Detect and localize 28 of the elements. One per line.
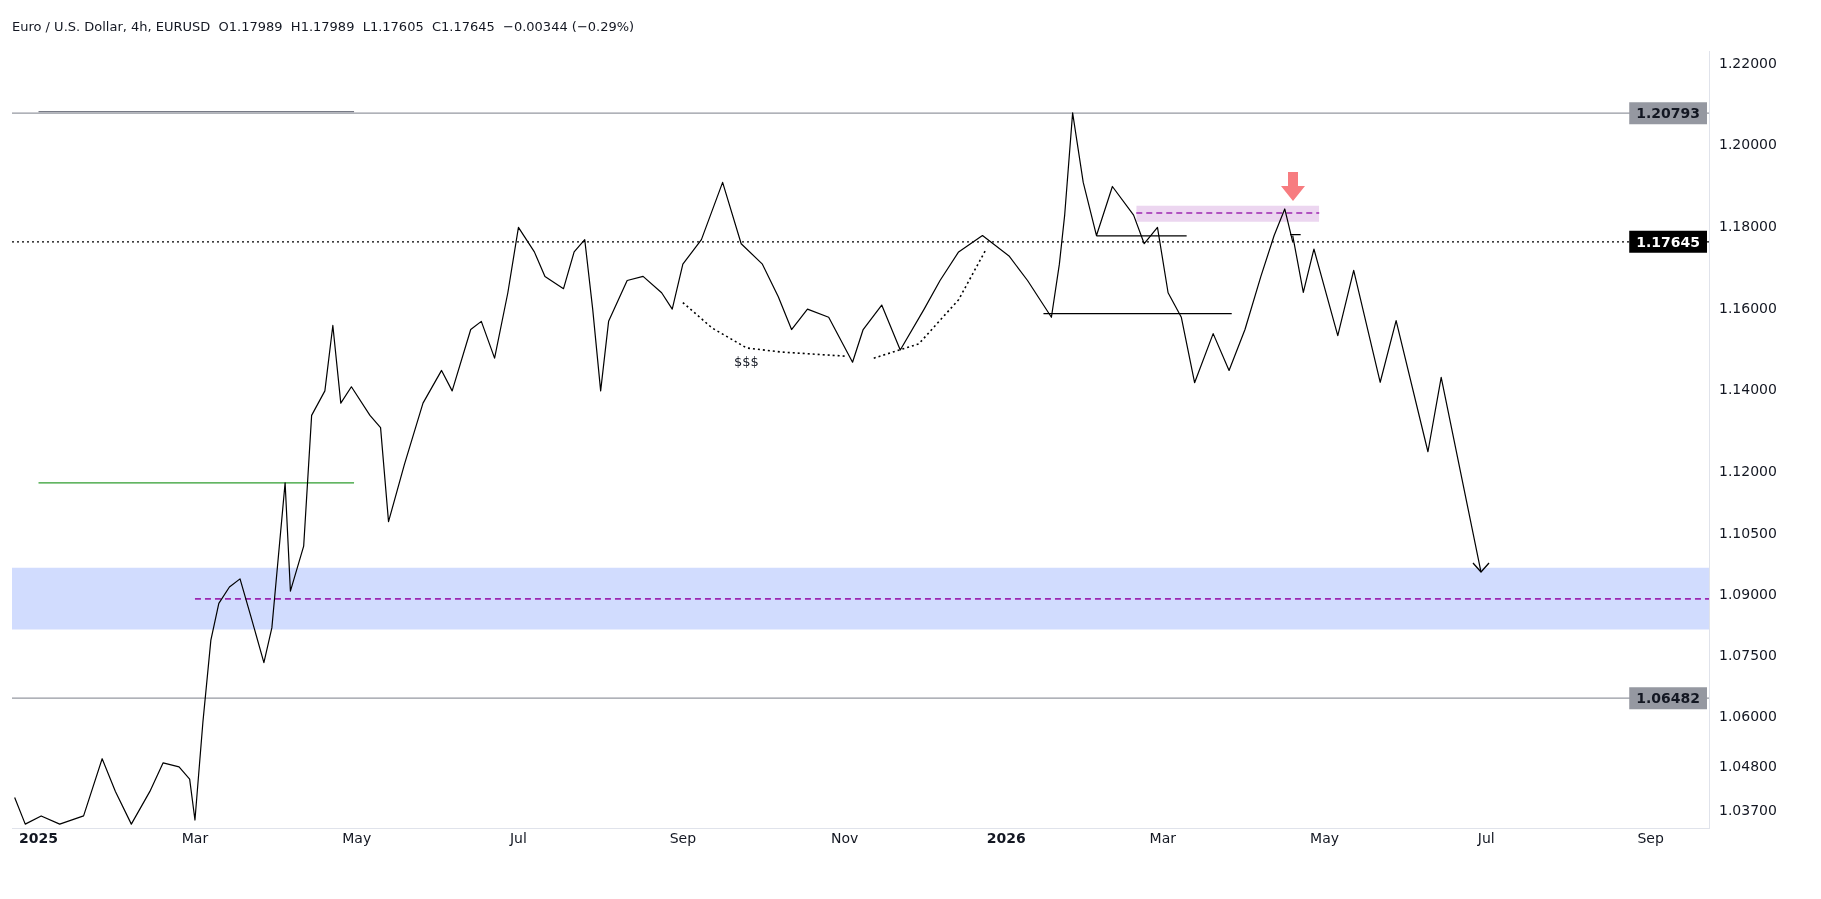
ref-line-label: 1.06482 bbox=[1636, 689, 1700, 706]
annotation: $$$ bbox=[734, 353, 759, 369]
y-tick-label: 1.03700 bbox=[1719, 802, 1777, 819]
y-tick-label: 1.18000 bbox=[1719, 218, 1777, 234]
x-tick-label: 2025 bbox=[19, 830, 58, 847]
chart-title: Euro / U.S. Dollar, 4h, EURUSD O1.17989 H1.17989 L1.17605 C1.17645 −0.00344 (−0.29%) bbox=[12, 19, 635, 35]
y-tick-label: 1.07500 bbox=[1719, 647, 1777, 664]
y-tick-label: 1.22000 bbox=[1719, 54, 1777, 71]
y-tick-label: 1.14000 bbox=[1719, 381, 1777, 398]
x-tick-label: Mar bbox=[1149, 830, 1177, 847]
x-tick-label: Sep bbox=[669, 830, 697, 847]
x-tick-label: Sep bbox=[1637, 830, 1664, 847]
y-tick-label: 1.12000 bbox=[1719, 463, 1777, 480]
x-tick-label: Mar bbox=[181, 830, 209, 847]
x-tick-label: Jul bbox=[509, 830, 527, 847]
ref-line-label: 1.20793 bbox=[1636, 104, 1700, 121]
y-tick-label: 1.06000 bbox=[1719, 708, 1777, 725]
x-tick-label: May bbox=[1310, 830, 1339, 847]
y-tick-label: 1.09000 bbox=[1719, 585, 1777, 602]
x-tick-label: May bbox=[342, 830, 372, 847]
ref-line-label: 1.17645 bbox=[1636, 233, 1700, 250]
y-tick-label: 1.04800 bbox=[1719, 757, 1777, 774]
y-tick-label: 1.10500 bbox=[1719, 524, 1777, 541]
x-tick-label: Nov bbox=[830, 830, 859, 847]
y-tick-label: 1.20000 bbox=[1719, 136, 1777, 153]
x-tick-label: Jul bbox=[1476, 830, 1495, 847]
x-tick-label: 2026 bbox=[986, 830, 1026, 847]
y-tick-label: 1.16000 bbox=[1719, 299, 1777, 316]
